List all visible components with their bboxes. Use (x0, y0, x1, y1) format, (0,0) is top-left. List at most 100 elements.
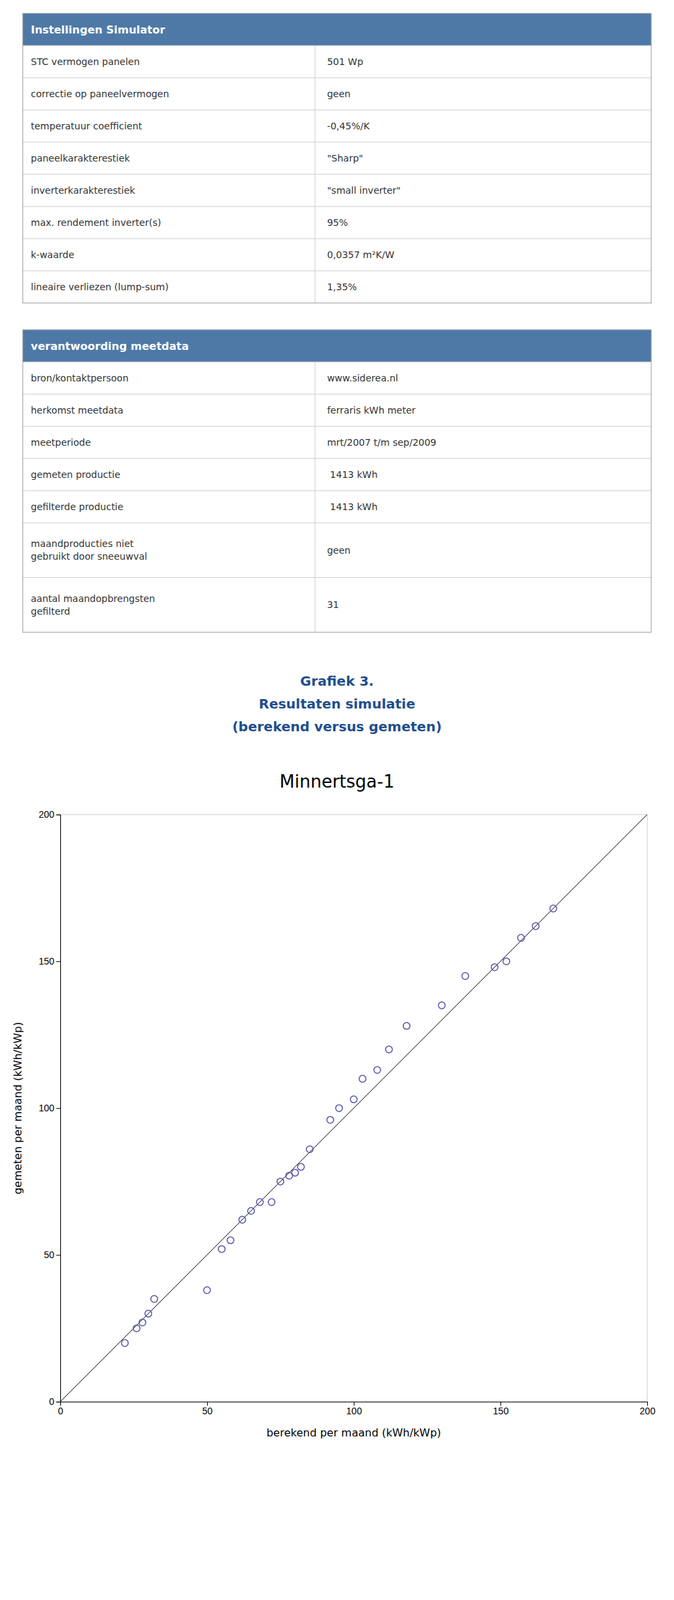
row-divider (22, 458, 652, 459)
point (491, 963, 498, 971)
table-value: geen (326, 544, 351, 556)
point (306, 1144, 313, 1152)
point (532, 922, 540, 930)
axis-line (56, 814, 61, 1402)
point (144, 1309, 152, 1317)
column-divider (314, 109, 316, 143)
tick-label: 0 (58, 1404, 64, 1416)
plot-frame (60, 814, 648, 1401)
text-line: 31 (326, 598, 340, 610)
point (359, 1074, 366, 1082)
table-border (22, 329, 652, 632)
table-value: ferraris kWh meter (326, 404, 416, 416)
table-label: herkomst meetdata (30, 404, 124, 416)
table-label: lineaire verliezen (lump-sum) (30, 281, 169, 293)
series (121, 904, 557, 1346)
table-header (22, 13, 652, 46)
table-label: correctie op paneelvermogen (30, 88, 169, 100)
point (350, 1095, 358, 1103)
point (438, 1001, 445, 1009)
point (335, 1104, 343, 1111)
tick-mark (56, 1107, 61, 1109)
tick: 200 (639, 1400, 656, 1416)
table-label: inverterkarakterestiek (30, 184, 137, 196)
table-value: 1,35% (326, 281, 357, 293)
row-divider (22, 361, 652, 363)
point (461, 972, 469, 979)
text-line: geen (326, 88, 351, 100)
text-line: maandproducties niet (30, 537, 134, 549)
row-divider (22, 522, 652, 524)
column-divider (314, 77, 316, 110)
point (218, 1244, 226, 1252)
table-border (22, 13, 652, 303)
table-label: bron/kontaktpersoon (30, 372, 129, 384)
tick-mark (56, 1400, 61, 1402)
row-divider (22, 174, 652, 175)
point (227, 1236, 234, 1243)
point (550, 904, 557, 912)
table-value: "Sharp" (326, 152, 364, 164)
tick: 100 (38, 1102, 61, 1113)
chart-title: (berekend versus gemeten) (232, 718, 443, 735)
text-line: correctie op paneelvermogen (30, 88, 169, 100)
text-line: -0,45%/K (326, 120, 370, 132)
point (121, 1339, 128, 1346)
tick-label: 150 (38, 955, 55, 967)
text-line: geen (326, 544, 351, 556)
point (373, 1065, 381, 1073)
tick: 200 (38, 808, 61, 820)
column-divider (314, 238, 316, 271)
point (291, 1169, 299, 1176)
text-line: gefilterde productie (30, 501, 124, 512)
table-value: www.siderea.nl (326, 372, 398, 384)
tick: 50 (202, 1400, 214, 1416)
table-label: gemeten productie (30, 468, 121, 480)
tick-mark (56, 960, 61, 962)
point (139, 1318, 147, 1326)
table-header (22, 329, 652, 362)
table-title: verantwoording meetdata (30, 339, 189, 353)
text-line: lineaire verliezen (lump-sum) (30, 281, 169, 293)
tick-mark (56, 814, 61, 815)
row-divider (22, 576, 652, 578)
point (403, 1022, 411, 1030)
text-line: temperatuur coefficient (30, 120, 143, 132)
tick: 150 (38, 955, 61, 967)
text-line: meetperiode (30, 436, 92, 448)
table: verantwoording meetdata bron/kontaktperso… (22, 329, 652, 632)
y-axis-title: gemeten per maand (kWh/kWp) (11, 1021, 25, 1194)
point (256, 1197, 264, 1205)
row-divider (22, 270, 652, 272)
table-value: "small inverter" (326, 184, 401, 196)
row-divider (22, 426, 652, 427)
text-line: inverterkarakterestiek (30, 184, 137, 196)
point (503, 957, 510, 965)
point (276, 1177, 284, 1185)
table-label: k-waarde (30, 249, 75, 260)
tick-mark (56, 1254, 61, 1255)
tick-label: 200 (38, 808, 55, 820)
point (297, 1163, 305, 1170)
tick: 150 (493, 1400, 510, 1416)
column-divider (314, 490, 316, 523)
text-line: STC vermogen panelen (30, 56, 141, 67)
text-line: 1413 kWh (326, 468, 378, 480)
column-divider (314, 393, 316, 427)
text-line: 501 Wp (326, 56, 364, 67)
text-line: "small inverter" (326, 184, 401, 196)
point (385, 1045, 393, 1053)
column-divider (314, 174, 316, 207)
tick-label: 100 (38, 1102, 55, 1113)
chart-title: Grafiek 3. (300, 672, 374, 689)
row-divider (22, 490, 652, 492)
point (133, 1324, 141, 1332)
table-label: paneelkarakterestiek (30, 152, 131, 164)
text-line: gemeten productie (30, 468, 121, 480)
text-line: k-waarde (30, 249, 75, 260)
column-divider (314, 458, 316, 491)
column-divider (314, 270, 316, 303)
table-value: 0,0357 m²K/W (326, 249, 395, 260)
tick-label: 200 (639, 1404, 656, 1416)
text-line: gefilterd (30, 605, 71, 617)
